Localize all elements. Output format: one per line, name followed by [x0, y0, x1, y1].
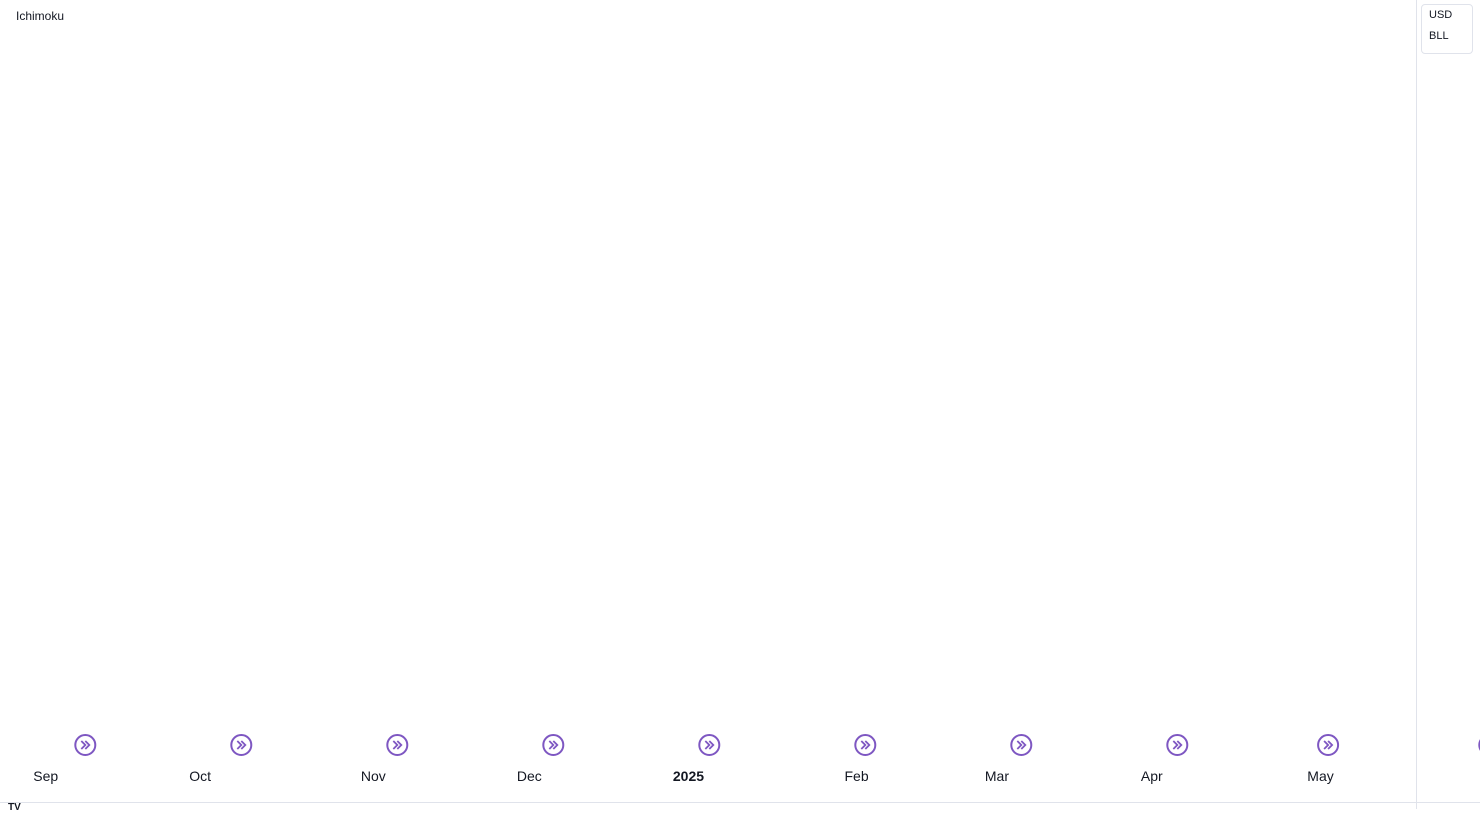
- x-tick-label: Sep: [33, 768, 58, 784]
- event-marker-icon[interactable]: [230, 734, 253, 756]
- event-marker-chevron: [392, 740, 403, 750]
- x-tick-label: 2025: [673, 768, 704, 784]
- event-marker-chevron: [1323, 740, 1334, 750]
- event-marker-icon[interactable]: [542, 734, 565, 756]
- event-marker-chevron: [236, 740, 247, 750]
- event-marker-chevron: [704, 740, 715, 750]
- x-tick-label: Nov: [361, 768, 386, 784]
- x-tick-label: May: [1307, 768, 1333, 784]
- x-tick-label: Feb: [845, 768, 869, 784]
- currency-unit-box[interactable]: USD BLL: [1421, 4, 1473, 54]
- currency-label: USD: [1429, 9, 1453, 21]
- indicator-title[interactable]: Ichimoku: [16, 9, 65, 23]
- event-marker-chevron: [1172, 740, 1183, 750]
- x-tick-label: Dec: [517, 768, 542, 784]
- event-marker-icon[interactable]: [74, 734, 97, 756]
- event-marker-icon[interactable]: [1317, 734, 1340, 756]
- event-marker-icon[interactable]: [1166, 734, 1189, 756]
- unit-label: BLL: [1429, 30, 1449, 42]
- event-marker-chevron: [80, 740, 91, 750]
- event-marker-icon[interactable]: [386, 734, 409, 756]
- event-marker-chevron: [1016, 740, 1027, 750]
- event-marker-icon[interactable]: [698, 734, 721, 756]
- tradingview-logo[interactable]: TV: [8, 802, 21, 813]
- event-marker-icon[interactable]: [854, 734, 877, 756]
- event-marker-chevron: [860, 740, 871, 750]
- x-tick-label: Oct: [189, 768, 211, 784]
- event-marker-icon[interactable]: [1010, 734, 1033, 756]
- x-tick-label: Apr: [1141, 768, 1163, 784]
- event-marker-chevron: [548, 740, 559, 750]
- x-tick-label: Mar: [985, 768, 1009, 784]
